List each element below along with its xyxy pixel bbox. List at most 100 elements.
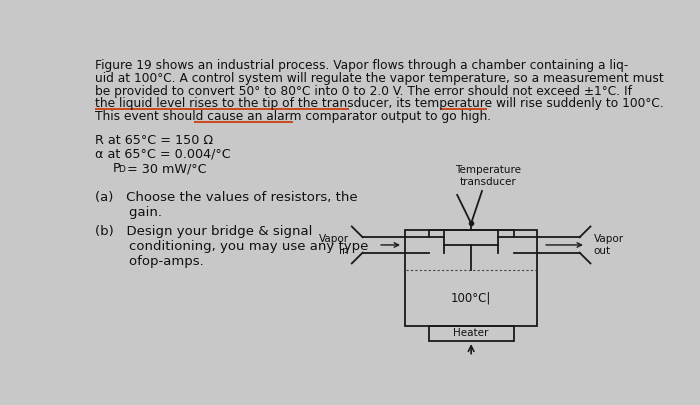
Point xyxy=(473,290,484,296)
Point xyxy=(442,278,453,285)
Point xyxy=(413,311,424,317)
Point xyxy=(526,313,537,319)
Text: conditioning, you may use any type: conditioning, you may use any type xyxy=(95,240,369,253)
Point xyxy=(478,306,489,313)
Point xyxy=(449,296,461,303)
Point xyxy=(473,320,484,327)
Point xyxy=(415,276,426,282)
Point xyxy=(410,301,421,307)
Point xyxy=(462,294,473,300)
Point xyxy=(477,321,488,327)
Point xyxy=(470,296,481,302)
Point xyxy=(423,321,434,327)
Point xyxy=(433,275,444,282)
Point xyxy=(443,272,454,279)
Point xyxy=(482,311,493,318)
Point xyxy=(493,313,504,320)
Point xyxy=(491,275,503,281)
Point xyxy=(505,318,516,324)
Point xyxy=(467,299,478,306)
Point xyxy=(403,302,414,308)
Point xyxy=(477,315,488,321)
Point xyxy=(448,311,459,318)
Point xyxy=(451,271,462,278)
Point xyxy=(514,275,525,281)
Point xyxy=(404,274,415,281)
Point xyxy=(402,303,413,309)
Point xyxy=(452,305,463,311)
Point xyxy=(528,273,540,279)
Point xyxy=(441,311,452,317)
Point xyxy=(443,281,454,288)
Point xyxy=(481,320,492,327)
Point xyxy=(527,289,538,296)
Point xyxy=(508,303,519,309)
Point xyxy=(410,284,421,290)
Point xyxy=(514,296,525,303)
Point xyxy=(528,309,539,316)
Point xyxy=(437,300,448,307)
Point xyxy=(492,275,503,281)
Point xyxy=(416,305,427,311)
Text: α at 65°C = 0.004/°C: α at 65°C = 0.004/°C xyxy=(95,148,231,161)
Point xyxy=(489,282,500,289)
Point xyxy=(477,314,488,321)
Text: P: P xyxy=(112,162,120,175)
Point xyxy=(518,271,529,277)
Point xyxy=(492,316,503,323)
Point xyxy=(488,303,499,309)
Point xyxy=(405,280,416,287)
Point xyxy=(510,309,521,316)
Point xyxy=(464,317,475,323)
Point xyxy=(407,309,418,316)
Point xyxy=(499,304,510,310)
Point xyxy=(483,270,494,277)
Point xyxy=(498,318,509,325)
Point xyxy=(458,302,469,308)
Point xyxy=(426,273,438,279)
Point xyxy=(489,309,500,315)
Point xyxy=(512,295,524,301)
Point xyxy=(495,311,506,318)
Point xyxy=(466,303,477,309)
Text: Vapor
in: Vapor in xyxy=(318,234,349,256)
Point xyxy=(470,301,482,307)
Point xyxy=(513,299,524,305)
Point xyxy=(513,292,524,298)
Point xyxy=(447,291,458,297)
Point xyxy=(477,275,489,282)
Point xyxy=(498,275,510,282)
Point xyxy=(425,300,436,306)
Point xyxy=(410,287,421,294)
Point xyxy=(528,303,539,309)
Point xyxy=(522,279,533,286)
Point xyxy=(412,280,423,287)
Point xyxy=(468,295,480,301)
Point xyxy=(506,309,517,315)
Point xyxy=(475,303,486,310)
Point xyxy=(491,288,503,294)
Point xyxy=(521,314,532,321)
Point xyxy=(447,270,458,277)
Point xyxy=(473,292,484,298)
Point xyxy=(493,292,504,299)
Point xyxy=(436,310,447,316)
Point xyxy=(498,283,509,290)
Point xyxy=(482,301,493,307)
Point xyxy=(449,304,461,310)
Point xyxy=(424,285,435,292)
Point xyxy=(465,303,476,310)
Point xyxy=(463,277,475,283)
Point xyxy=(404,320,415,327)
Point xyxy=(433,289,444,295)
Point xyxy=(402,305,414,311)
Point xyxy=(526,302,538,309)
Point xyxy=(498,318,509,324)
Point xyxy=(466,299,477,306)
Point xyxy=(419,269,430,275)
Point xyxy=(524,271,535,277)
Point xyxy=(486,305,497,312)
Point xyxy=(497,298,508,305)
Point xyxy=(528,318,540,325)
Point xyxy=(528,272,540,279)
